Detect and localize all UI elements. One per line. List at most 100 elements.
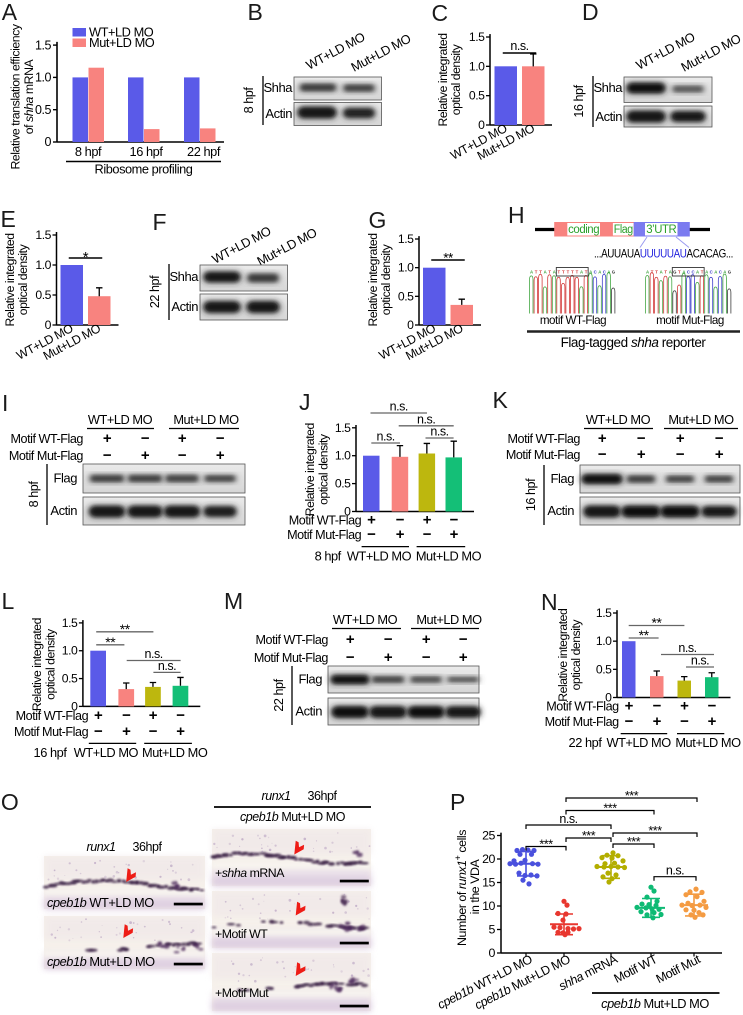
svg-text:1.0: 1.0: [398, 261, 414, 275]
svg-text:optical density: optical density: [44, 628, 58, 700]
svg-text:A: A: [723, 270, 726, 275]
svg-text:16 hpf: 16 hpf: [524, 478, 538, 511]
svg-text:−: −: [346, 649, 355, 666]
svg-text:1.0: 1.0: [35, 258, 51, 272]
svg-text:cpeb1b Mut+LD MO: cpeb1b Mut+LD MO: [240, 810, 346, 824]
svg-text:Shha: Shha: [169, 269, 199, 284]
svg-text:+: +: [422, 631, 431, 648]
svg-text:Number of runx1+ cells: Number of runx1+ cells: [453, 830, 469, 946]
svg-text:optical density: optical density: [449, 43, 463, 115]
svg-text:C: C: [710, 270, 713, 275]
svg-text:−: −: [122, 707, 131, 724]
svg-text:+: +: [637, 446, 646, 463]
svg-text:A: A: [682, 270, 685, 275]
svg-text:Flag-tagged shha reporter: Flag-tagged shha reporter: [561, 335, 707, 350]
svg-text:G: G: [673, 270, 677, 275]
svg-text:0: 0: [45, 318, 52, 332]
svg-text:−: −: [598, 446, 607, 463]
svg-text:A: A: [607, 270, 610, 275]
svg-text:1.5: 1.5: [335, 421, 351, 435]
svg-text:Shha: Shha: [263, 80, 293, 95]
svg-text:Actin: Actin: [50, 503, 77, 518]
svg-text:...AUUAUAUUUUUAUACACAG...: ...AUUAUAUUUUUAUACACAG...: [594, 247, 733, 261]
svg-text:n.s.: n.s.: [144, 647, 162, 661]
svg-text:1.5: 1.5: [35, 228, 51, 242]
svg-text:Flag: Flag: [551, 471, 575, 486]
svg-text:+: +: [367, 511, 376, 528]
svg-text:n.s.: n.s.: [510, 39, 528, 53]
svg-text:1.5: 1.5: [35, 38, 52, 52]
svg-text:Motif WT-Flag: Motif WT-Flag: [289, 513, 362, 527]
svg-text:C: C: [719, 270, 722, 275]
svg-text:0.5: 0.5: [596, 662, 612, 676]
svg-text:T: T: [557, 270, 560, 275]
svg-text:Relative integrated: Relative integrated: [366, 233, 380, 326]
svg-text:16 hpf: 16 hpf: [130, 144, 164, 159]
svg-text:−: −: [384, 631, 393, 648]
svg-text:0.5: 0.5: [469, 89, 485, 103]
svg-text:0: 0: [478, 118, 485, 132]
svg-text:***: ***: [625, 789, 639, 803]
svg-text:Flag: Flag: [299, 672, 323, 687]
svg-text:+: +: [94, 707, 103, 724]
svg-text:C: C: [691, 270, 694, 275]
svg-text:Actin: Actin: [595, 109, 622, 124]
svg-text:−: −: [176, 707, 185, 724]
svg-text:WT+LD MO: WT+LD MO: [347, 549, 412, 564]
svg-text:16 hpf: 16 hpf: [572, 84, 586, 117]
svg-text:0: 0: [407, 318, 414, 332]
svg-text:Motif Mut-Flag: Motif Mut-Flag: [14, 725, 89, 739]
svg-text:−: −: [396, 511, 405, 528]
svg-text:10: 10: [482, 899, 495, 913]
svg-text:**: **: [639, 627, 650, 643]
svg-text:1.5: 1.5: [469, 30, 485, 44]
svg-text:1.5: 1.5: [596, 606, 612, 620]
svg-text:WT+LD MO: WT+LD MO: [606, 735, 671, 750]
svg-text:−: −: [178, 447, 187, 464]
svg-text:−: −: [459, 631, 468, 648]
svg-text:0.5: 0.5: [62, 672, 78, 686]
svg-text:−: −: [367, 526, 376, 543]
svg-text:8 hpf: 8 hpf: [27, 481, 41, 508]
svg-text:16 hpf: 16 hpf: [34, 745, 68, 760]
svg-text:1.0: 1.0: [62, 644, 78, 658]
svg-text:22 hpf: 22 hpf: [272, 678, 286, 711]
svg-text:0: 0: [489, 946, 496, 960]
svg-text:15: 15: [482, 876, 495, 890]
svg-text:cpeb1b Mut+LD MO: cpeb1b Mut+LD MO: [47, 954, 155, 969]
svg-text:Motif Mut: Motif Mut: [654, 952, 703, 986]
svg-text:T: T: [571, 270, 574, 275]
svg-text:−: −: [680, 713, 689, 730]
svg-text:**: **: [105, 634, 116, 650]
svg-text:n.s.: n.s.: [666, 864, 684, 878]
svg-text:Motif WT-Flag: Motif WT-Flag: [16, 709, 89, 723]
svg-text:−: −: [94, 723, 103, 740]
svg-text:+: +: [715, 446, 724, 463]
svg-text:+: +: [625, 697, 634, 714]
svg-text:motif Mut-Flag: motif Mut-Flag: [656, 314, 724, 327]
svg-text:T: T: [562, 270, 565, 275]
svg-text:+: +: [122, 723, 131, 740]
svg-text:Motif WT-Flag: Motif WT-Flag: [255, 633, 328, 647]
svg-text:A: A: [646, 270, 649, 275]
svg-text:Motif WT-Flag: Motif WT-Flag: [10, 432, 83, 446]
svg-text:A: A: [705, 270, 708, 275]
svg-text:T: T: [585, 270, 588, 275]
svg-text:of shha mRNA: of shha mRNA: [22, 58, 36, 134]
svg-text:−: −: [450, 511, 459, 528]
svg-text:WT+LD MO: WT+LD MO: [586, 412, 651, 427]
svg-text:optical density: optical density: [379, 243, 393, 315]
svg-text:T: T: [576, 270, 579, 275]
svg-text:+: +: [423, 511, 432, 528]
svg-text:Motif Mut-Flag: Motif Mut-Flag: [287, 528, 362, 542]
svg-text:n.s.: n.s.: [678, 641, 696, 655]
svg-text:runx1: runx1: [86, 840, 115, 854]
svg-text:+: +: [141, 447, 150, 464]
svg-text:+Motif Mut: +Motif Mut: [215, 986, 269, 1000]
svg-text:+: +: [680, 697, 689, 714]
svg-text:−: −: [423, 526, 432, 543]
svg-text:optical density: optical density: [16, 243, 30, 315]
svg-text:Mut+LD MO: Mut+LD MO: [416, 612, 482, 627]
svg-text:−: −: [708, 697, 717, 714]
svg-text:T: T: [664, 270, 667, 275]
